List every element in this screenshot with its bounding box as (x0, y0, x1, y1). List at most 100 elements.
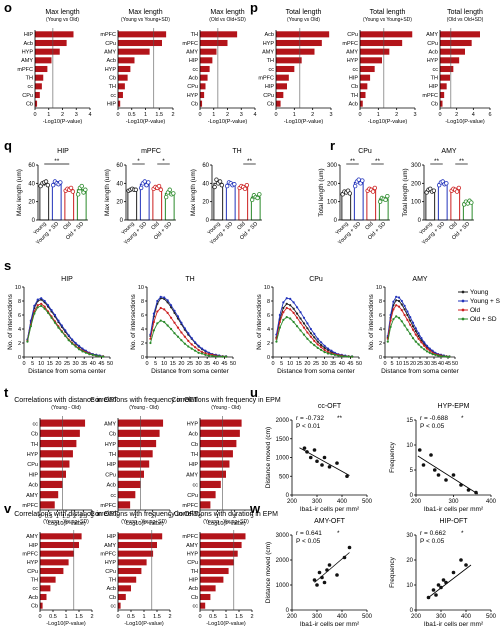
series-point (423, 348, 426, 351)
x-tick-label: 20 (55, 361, 61, 367)
series-point (425, 350, 429, 353)
data-point (138, 185, 144, 191)
series-point (278, 313, 281, 317)
category-label: mPFC (17, 67, 33, 73)
category-label: Cb (191, 102, 198, 108)
significance-label: ** (247, 158, 253, 165)
y-tick-label: 5 (410, 468, 414, 474)
data-point (242, 186, 248, 192)
x-tick-label: 2 (90, 614, 93, 620)
data-point (434, 593, 438, 597)
panel-label-q: q (4, 138, 12, 153)
category-label: mPFC (182, 503, 198, 509)
category-label: mPFC (182, 41, 198, 47)
x-tick-label: 0 (274, 112, 277, 118)
data-point (212, 184, 217, 190)
series-point (91, 353, 94, 356)
legend-marker (461, 317, 465, 321)
y-tick-label: 100 (411, 200, 422, 206)
x-tick-label: 500 (362, 499, 373, 505)
data-point (347, 191, 353, 196)
series-point (60, 330, 63, 333)
bar (35, 57, 52, 64)
category-label: HYP (105, 67, 117, 73)
x-tick-label: 2 (455, 112, 458, 118)
series-point (218, 355, 221, 358)
x-tick-label: 25 (313, 361, 319, 367)
y-axis-label: Total length (um) (402, 168, 409, 216)
x-tick-label: 1 (142, 614, 145, 620)
y-tick-label: 8 (18, 299, 21, 305)
x-tick-label: 50 (107, 361, 113, 367)
x-tick-label: 5 (31, 361, 34, 367)
bar (118, 541, 157, 549)
y-tick-label: 15 (406, 418, 413, 424)
x-tick-label: 0.5 (45, 514, 53, 520)
series-point (176, 315, 180, 318)
category-label: Cb (267, 102, 274, 108)
chart-title: Correlations with duration in EPM (174, 511, 278, 518)
y-tick-label: 0 (286, 493, 290, 499)
category-label: TH (431, 76, 438, 82)
category-label: Cb (109, 432, 116, 438)
x-axis-label: Distance from soma center (381, 368, 460, 375)
x-tick-label: 45 (445, 361, 451, 367)
data-point (335, 573, 339, 577)
category-label: Acb (429, 50, 438, 56)
category-label: CPu (263, 93, 274, 99)
bar (440, 48, 465, 55)
data-point (224, 183, 230, 189)
series-point (431, 353, 434, 356)
y-tick-label: 20 (28, 200, 35, 206)
series-point (64, 329, 67, 332)
category-label: CPu (187, 84, 198, 90)
bar (35, 65, 48, 73)
chart-title: CPu (309, 276, 323, 283)
x-tick-label: 2 (233, 514, 236, 520)
category-label: Acb (265, 32, 274, 38)
category-label: HIP (107, 102, 117, 108)
series-point (163, 308, 166, 311)
category-label: HIP (24, 32, 34, 38)
series-point (64, 334, 67, 338)
y-tick-label: 500 (279, 474, 290, 480)
bar (200, 65, 210, 73)
data-point (454, 189, 460, 194)
data-point (163, 194, 169, 200)
series-point (302, 326, 306, 329)
series-point (197, 344, 200, 347)
bar (276, 57, 302, 64)
data-point (158, 187, 164, 192)
series-point (316, 343, 319, 346)
x-tick-label: 40 (213, 361, 219, 367)
category-label: CPu (347, 32, 358, 38)
chart-p1: Total length(Young vs Old) Acb HYP AMY TH cc m… (258, 9, 332, 125)
series-point (337, 354, 340, 357)
category-label: CPu (22, 93, 33, 99)
x-tick-label: 0 (116, 614, 119, 620)
bar (200, 567, 229, 575)
chart-o2: Max length(Young vs Young+SD) mPFC CPu AMY A… (100, 9, 174, 125)
category-label: AMY (186, 472, 198, 478)
significance-label: ** (54, 158, 60, 165)
chart-title: Total length (286, 9, 322, 16)
series-point (409, 323, 412, 326)
y-tick-label: 200 (411, 181, 422, 187)
series-point (29, 325, 32, 328)
series-point (77, 344, 81, 347)
chart-subtitle: (Young - Young+SD) (121, 519, 167, 525)
x-axis-label: -Log10(P-value) (206, 521, 246, 527)
y-tick-label: 10 (264, 285, 270, 291)
series-point (43, 307, 46, 310)
series-point (67, 334, 70, 337)
x-tick-label: 3 (250, 514, 253, 520)
x-tick-label: 15 (170, 361, 176, 367)
category-label: Cb (31, 604, 38, 610)
series-point (67, 339, 70, 342)
series-point (414, 340, 417, 343)
series-point (187, 339, 190, 342)
y-tick-label: 20 (116, 200, 123, 206)
y-tick-label: 4 (141, 327, 144, 333)
series-point (406, 310, 409, 313)
series-point (442, 355, 445, 358)
